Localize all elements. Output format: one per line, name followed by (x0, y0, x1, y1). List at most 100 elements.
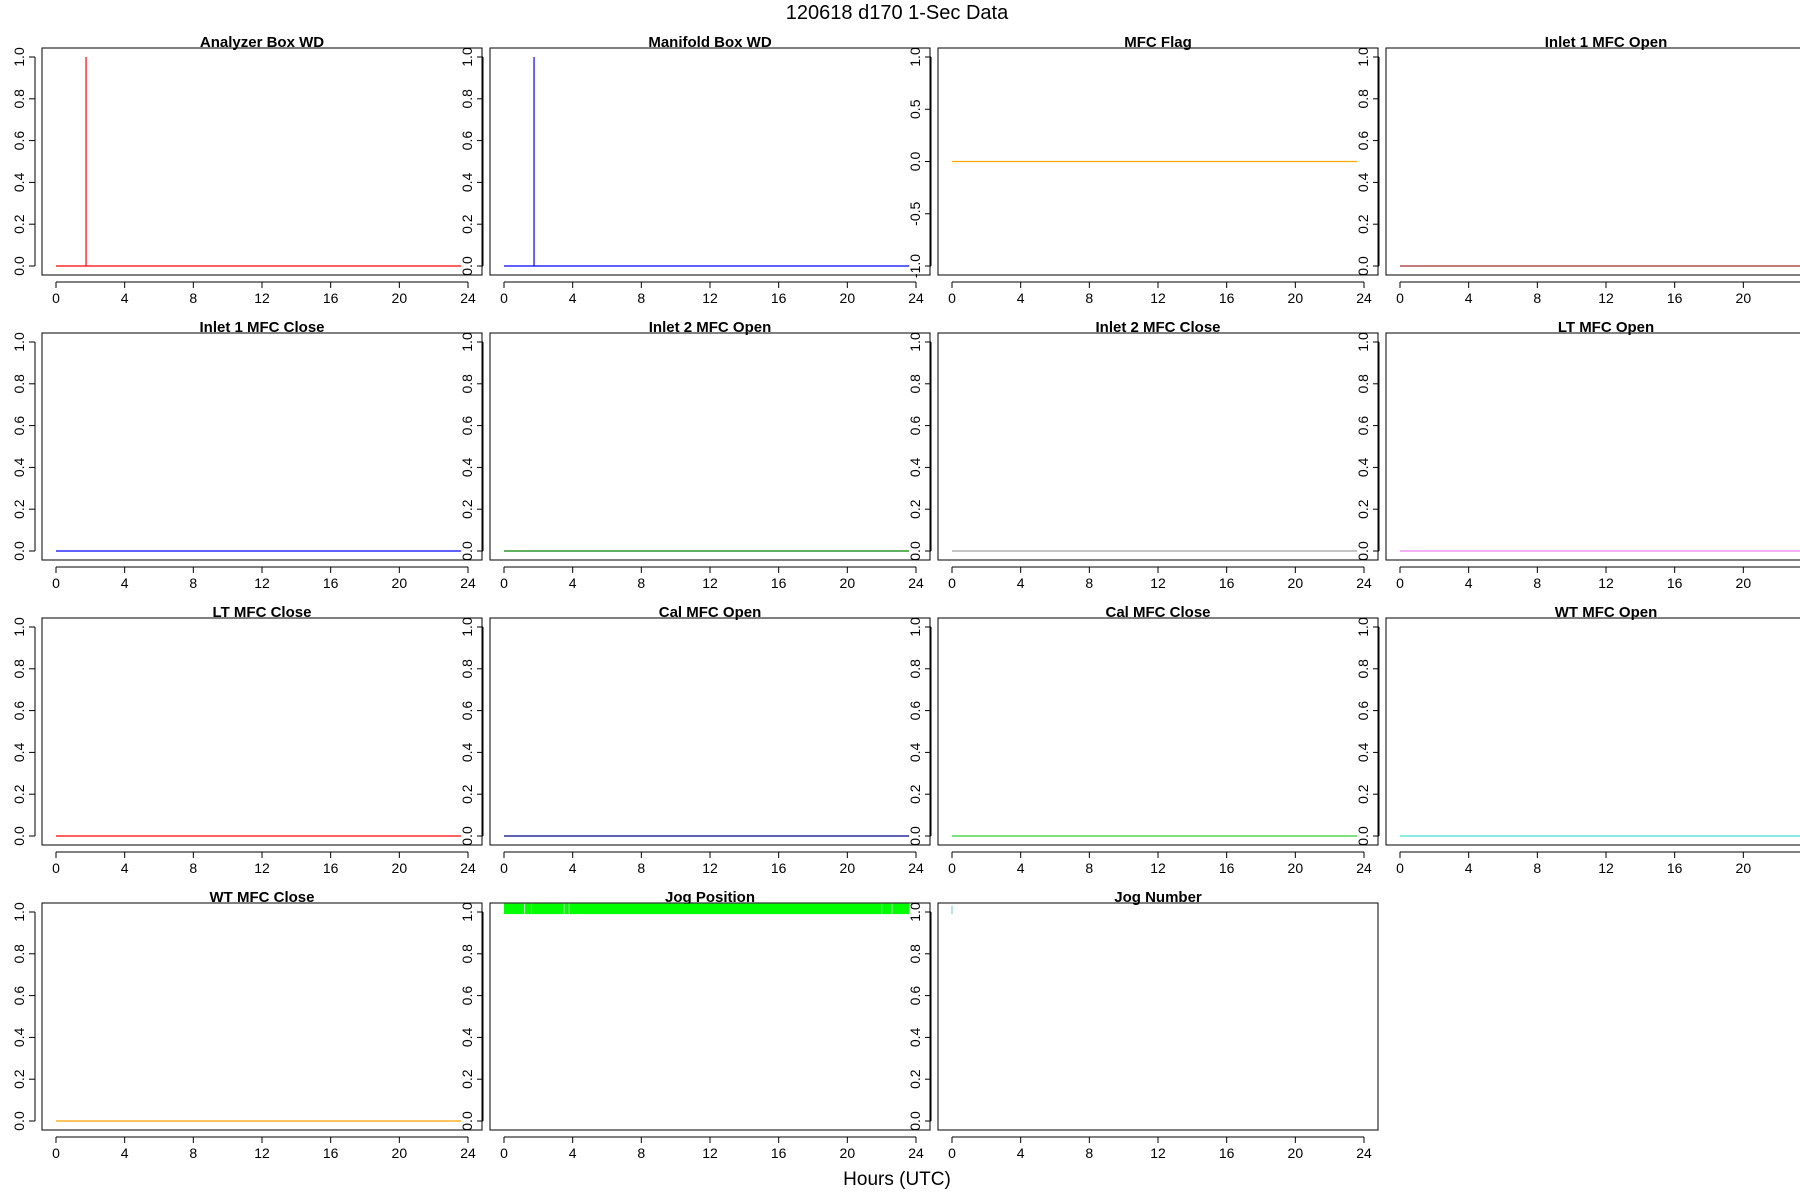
y-tick-label: 0.6 (907, 986, 923, 1006)
y-tick-label: 0.2 (459, 1069, 475, 1089)
x-tick-label: 20 (1288, 860, 1304, 876)
x-tick-label: 0 (52, 290, 60, 306)
panel-4: Inlet 1 MFC Open 0 4 8 12 16 20 24 0.0 0.2 0.4 0.6 0… (1355, 34, 1800, 306)
y-tick-label: 0.2 (459, 784, 475, 804)
panel-9: LT MFC Close 0 4 8 12 16 20 24 0.0 0.2 0.4 0.6 0.8 1.… (11, 604, 483, 876)
panel-3: MFC Flag 0 4 8 12 16 20 24 -1.0 -0.5 0.0 0.5 1.0 (907, 34, 1379, 306)
x-tick-label: 20 (392, 1145, 408, 1161)
x-tick-label: 24 (460, 860, 476, 876)
y-tick-label: 0.2 (1355, 784, 1371, 804)
y-tick-label: 0.0 (1355, 826, 1371, 846)
y-tick-label: 0.2 (1355, 499, 1371, 519)
plot-frame (41, 47, 483, 276)
x-tick-label: 8 (1533, 575, 1541, 591)
y-tick-label: 0.5 (907, 99, 923, 119)
plot-frame (937, 332, 1379, 561)
x-tick-label: 8 (1533, 860, 1541, 876)
x-tick-label: 8 (637, 575, 645, 591)
y-tick-label: 0.6 (459, 131, 475, 151)
y-tick-label: 0.4 (459, 457, 475, 477)
x-tick-label: 8 (1085, 1145, 1093, 1161)
y-tick-label: 1.0 (907, 47, 923, 67)
y-tick-label: 0.2 (907, 1069, 923, 1089)
x-tick-label: 4 (121, 575, 129, 591)
x-tick-label: 24 (908, 1145, 924, 1161)
x-tick-label: 16 (1667, 290, 1683, 306)
y-tick-label: 0.6 (907, 416, 923, 436)
y-tick-label: 0.8 (1355, 659, 1371, 679)
y-tick-label: -1.0 (907, 254, 923, 278)
x-tick-label: 0 (948, 575, 956, 591)
x-tick-label: 24 (908, 290, 924, 306)
y-tick-label: 0.8 (11, 89, 27, 109)
x-tick-label: 20 (840, 575, 856, 591)
panel-1: Analyzer Box WD 0 4 8 12 16 20 24 0.0 0.2 0.4 0.6 0.… (11, 34, 483, 306)
x-tick-label: 12 (702, 1145, 718, 1161)
y-tick-label: 0.8 (11, 659, 27, 679)
x-tick-label: 20 (1288, 1145, 1304, 1161)
y-tick-label: 0.4 (1355, 457, 1371, 477)
x-tick-label: 24 (1356, 1145, 1372, 1161)
x-tick-label: 0 (948, 860, 956, 876)
y-tick-label: 0.6 (11, 701, 27, 721)
x-tick-label: 8 (189, 860, 197, 876)
panel-14: Jog Position 0 4 8 12 16 20 24 0.0 0.2 0.4 0.6 0.8 1.… (459, 889, 931, 1161)
y-tick-label: 0.8 (907, 944, 923, 964)
x-tick-label: 20 (840, 290, 856, 306)
x-tick-label: 8 (1085, 860, 1093, 876)
x-tick-label: 24 (908, 860, 924, 876)
y-tick-label: 0.4 (11, 742, 27, 762)
x-tick-label: 4 (121, 860, 129, 876)
y-tick-label: 0.2 (459, 499, 475, 519)
y-tick-label: 0.0 (459, 541, 475, 561)
x-tick-label: 20 (1736, 290, 1752, 306)
x-axis-label: Hours (UTC) (843, 1169, 951, 1190)
x-tick-label: 16 (1219, 1145, 1235, 1161)
y-tick-label: 1.0 (907, 617, 923, 637)
x-tick-label: 24 (1356, 860, 1372, 876)
y-tick-label: 0.6 (11, 986, 27, 1006)
y-tick-label: 0.8 (907, 374, 923, 394)
x-tick-label: 8 (637, 290, 645, 306)
x-tick-label: 16 (1219, 575, 1235, 591)
x-tick-label: 12 (1150, 860, 1166, 876)
y-tick-label: 0.2 (11, 214, 27, 234)
x-tick-label: 20 (840, 1145, 856, 1161)
y-tick-label: 0.4 (459, 1027, 475, 1047)
x-tick-label: 0 (948, 290, 956, 306)
x-tick-label: 4 (569, 1145, 577, 1161)
x-tick-label: 24 (908, 575, 924, 591)
x-tick-label: 16 (771, 290, 787, 306)
y-tick-label: 1.0 (459, 332, 475, 352)
x-tick-label: 20 (840, 860, 856, 876)
panel-13: WT MFC Close 0 4 8 12 16 20 24 0.0 0.2 0.4 0.6 0.8 1.… (11, 889, 483, 1161)
x-tick-label: 20 (1288, 575, 1304, 591)
panel-5: Inlet 1 MFC Close 0 4 8 12 16 20 24 0.0 0.2 0.4 0.6… (11, 319, 483, 591)
x-tick-label: 0 (948, 1145, 956, 1161)
y-tick-label: 0.8 (459, 89, 475, 109)
y-tick-label: 0.8 (459, 659, 475, 679)
x-tick-label: 4 (1017, 575, 1025, 591)
y-tick-label: 0.0 (907, 541, 923, 561)
panel-title: Jog Position (665, 889, 755, 906)
y-tick-label: 0.6 (11, 131, 27, 151)
y-tick-label: 0.2 (1355, 214, 1371, 234)
y-tick-label: 1.0 (907, 332, 923, 352)
x-tick-label: 8 (1085, 575, 1093, 591)
x-tick-label: 12 (254, 290, 270, 306)
x-tick-label: 4 (1017, 1145, 1025, 1161)
y-tick-label: 0.8 (459, 944, 475, 964)
x-tick-label: 4 (1465, 575, 1473, 591)
x-tick-label: 4 (1017, 860, 1025, 876)
x-tick-label: 24 (1356, 290, 1372, 306)
y-tick-label: 1.0 (11, 47, 27, 67)
plot-frame (489, 617, 931, 846)
panel-title: Inlet 1 MFC Open (1545, 34, 1668, 51)
panel-title: Cal MFC Open (659, 604, 762, 621)
panel-15: Jog Number 0 4 8 12 16 20 24 0.0 0.2 0.4 0.6 0.8 1.0 (907, 889, 1379, 1161)
x-tick-label: 4 (569, 575, 577, 591)
x-tick-label: 0 (52, 860, 60, 876)
series-line (504, 57, 910, 267)
y-tick-label: 0.6 (1355, 416, 1371, 436)
x-tick-label: 8 (1085, 290, 1093, 306)
